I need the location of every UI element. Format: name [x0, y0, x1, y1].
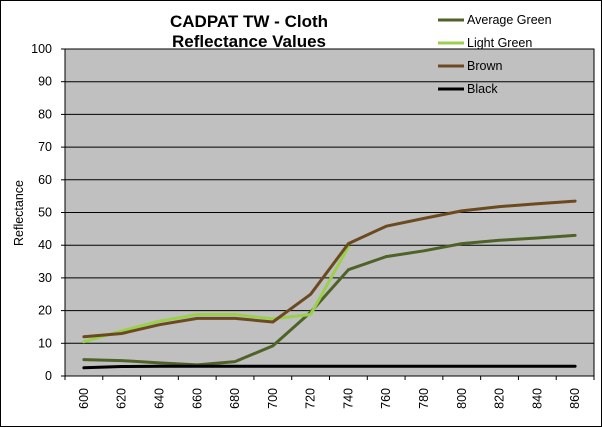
legend-entry: Light Green	[467, 36, 532, 50]
x-tick-label: 740	[341, 388, 355, 409]
x-tick-label: 600	[77, 388, 91, 409]
x-tick-label: 780	[417, 388, 431, 409]
x-tick-label: 860	[568, 388, 582, 409]
x-tick-label: 760	[379, 388, 393, 409]
x-tick-label: 700	[266, 388, 280, 409]
y-tick-label: 10	[38, 336, 52, 350]
y-tick-label: 0	[45, 369, 52, 383]
x-tick-label: 680	[228, 388, 242, 409]
y-tick-label: 30	[38, 271, 52, 285]
series-line-3	[82, 364, 577, 370]
y-tick-label: 40	[38, 238, 52, 252]
y-tick-label: 60	[38, 173, 52, 187]
x-tick-label: 660	[190, 388, 204, 409]
y-axis-label: Reflectance	[12, 180, 26, 246]
legend: Average Green Light Green Brown Black	[438, 13, 552, 96]
legend-entry: Average Green	[467, 13, 552, 27]
legend-entry: Black	[467, 82, 498, 96]
chart-title-line1: CADPAT TW - Cloth	[170, 12, 328, 31]
x-tick-labels: 600 620 640 660 680 700 720 740 760 780 800 820 840 8…	[77, 388, 582, 409]
y-tick-label: 20	[38, 304, 52, 318]
x-tick-label: 720	[304, 388, 318, 409]
series-line-1	[82, 245, 350, 344]
y-tick-label: 70	[38, 140, 52, 154]
x-tick-label: 840	[530, 388, 544, 409]
chart-title-line2: Reflectance Values	[172, 32, 326, 51]
x-tick-label: 820	[493, 388, 507, 409]
y-tick-label: 100	[31, 42, 52, 56]
series-line-0	[82, 233, 577, 367]
x-tick-label: 800	[455, 388, 469, 409]
x-tick-label: 640	[152, 388, 166, 409]
series-lines	[82, 199, 577, 370]
y-tick-label: 90	[38, 75, 52, 89]
x-tick-label: 620	[115, 388, 129, 409]
series-line-2	[82, 199, 577, 339]
axes	[64, 48, 595, 380]
y-tick-label: 50	[38, 206, 52, 220]
y-tick-labels: 0 10 20 30 40 50 60 70 80 90 100	[31, 42, 52, 383]
legend-entry: Brown	[467, 59, 502, 73]
y-tick-label: 80	[38, 107, 52, 121]
